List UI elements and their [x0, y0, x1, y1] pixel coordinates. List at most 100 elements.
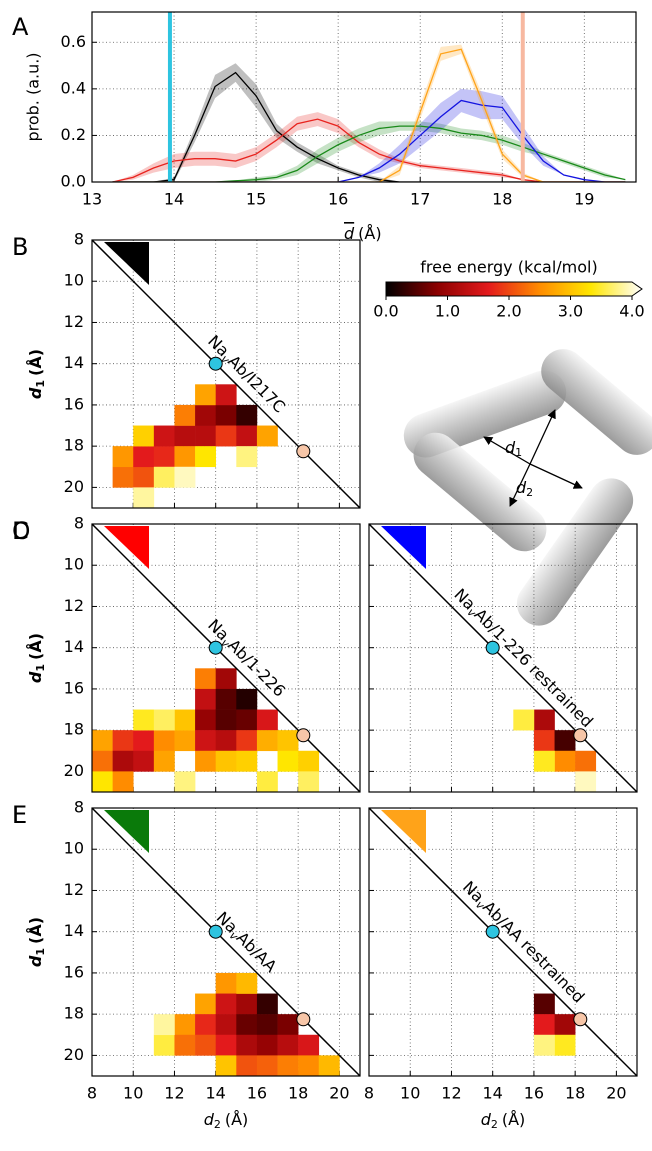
axes-frame [368, 807, 638, 1077]
reference-point [296, 1012, 311, 1027]
inset-label: d1 [505, 438, 522, 460]
x-tick-label: 12 [164, 1084, 184, 1103]
colorbar-tick-label: 2.0 [496, 302, 521, 321]
heatmap-cell [112, 466, 134, 488]
axes-frame [91, 239, 361, 509]
subscript: 1 [515, 446, 522, 459]
inset-label: d2 [516, 478, 533, 500]
heatmap-cell [133, 750, 155, 772]
y-tick-label: 18 [64, 436, 84, 455]
symbol: d [481, 1110, 492, 1129]
line [112, 71, 626, 182]
x-tick-label: 15 [246, 190, 266, 209]
colorbar-title: free energy (kcal/mol) [420, 258, 597, 277]
y-tick-label: 0.6 [61, 32, 86, 51]
heatmap-cell [215, 1055, 237, 1077]
y-tick-label: 0.2 [61, 125, 86, 144]
heatmap-cell [215, 668, 237, 690]
heatmap-cell [236, 730, 258, 752]
heatmap-cell [133, 466, 155, 488]
x-tick-label: 14 [483, 1084, 503, 1103]
heatmap-cell [195, 993, 216, 1015]
y-tick-label: 18 [64, 1004, 84, 1023]
heatmap-cell [174, 771, 196, 793]
panel-label: NavAb/AA restrained [458, 877, 589, 1008]
heatmap-cell [236, 404, 258, 426]
diagonal [91, 523, 361, 793]
diagonal [91, 239, 361, 509]
heatmap-cell [195, 688, 216, 710]
heatmap-cell [256, 730, 278, 752]
heatmap-cell [174, 1034, 196, 1056]
reference-point [573, 728, 588, 743]
heatmap-cell [298, 750, 320, 772]
heatmap-cell [236, 709, 258, 731]
diagonal [368, 523, 638, 793]
heatmap-cell [153, 466, 175, 488]
heatmap-cell [195, 384, 216, 406]
axes-frame [91, 523, 361, 793]
symbol: d [26, 387, 45, 399]
y-tick-label: 12 [64, 312, 84, 331]
x-tick-label: 16 [247, 1084, 267, 1103]
y-tick-label: 8 [74, 230, 84, 249]
panel-marker [104, 810, 149, 853]
heatmap-cell [215, 993, 237, 1015]
colorbar-tick-label: 1.0 [435, 302, 460, 321]
y-tick-label: 20 [64, 1045, 84, 1064]
heatmap-cell [215, 384, 237, 406]
heatmap-cell [236, 1055, 258, 1077]
reference-point [485, 924, 500, 939]
y-tick-label: 16 [64, 678, 84, 697]
axis-label: d (Å) [344, 224, 382, 243]
panel-letter: A [12, 13, 29, 41]
colorbar [385, 281, 643, 297]
symbol: d [26, 671, 45, 683]
heatmap-cell [236, 1034, 258, 1056]
heatmap-cell [153, 730, 175, 752]
error-band [112, 88, 626, 182]
subscript: 1 [34, 664, 47, 672]
reference-point [208, 640, 223, 655]
heatmap-cell [277, 1055, 299, 1077]
y-axis-label: prob. (a.u.) [24, 52, 43, 141]
panel-letter: E [12, 801, 27, 829]
heatmap-cell [174, 1014, 196, 1036]
heatmap-cell [215, 709, 237, 731]
heatmap-cell [195, 1034, 216, 1056]
error-band [112, 112, 626, 182]
y-tick-label: 10 [64, 271, 84, 290]
heatmap-cell [92, 771, 113, 793]
y-tick-label: 14 [64, 353, 84, 372]
heatmap-cell [112, 730, 134, 752]
heatmap-cell [215, 1034, 237, 1056]
unit: (Å) [26, 349, 45, 376]
y-tick-label: 20 [64, 761, 84, 780]
panel-marker [381, 810, 426, 853]
heatmap-cell [112, 446, 134, 468]
y-tick-label: 10 [64, 555, 84, 574]
heatmap-cell [236, 993, 258, 1015]
heatmap-cell [256, 993, 278, 1015]
y-tick-label: 12 [64, 596, 84, 615]
heatmap-cell [153, 709, 175, 731]
x-tick-label: 10 [123, 1084, 143, 1103]
x-tick-label: 14 [164, 190, 184, 209]
axes-frame [91, 807, 361, 1077]
axis-label: d2 (Å) [481, 1110, 526, 1132]
y-tick-label: 18 [64, 720, 84, 739]
subscript: 1 [34, 380, 47, 388]
heatmap-cell [174, 466, 196, 488]
heatmap-cell [215, 1014, 237, 1036]
symbol: d [505, 438, 516, 457]
heatmap-cell [554, 750, 576, 772]
panel-marker [104, 242, 149, 285]
heatmap-cell [215, 688, 237, 710]
heatmap-cell [513, 709, 535, 731]
axis-label: d1 (Å) [26, 633, 48, 683]
heatmap-cell [215, 972, 237, 994]
line [112, 99, 626, 182]
symbol: d [204, 1110, 215, 1129]
heatmap-cell [256, 1055, 278, 1077]
